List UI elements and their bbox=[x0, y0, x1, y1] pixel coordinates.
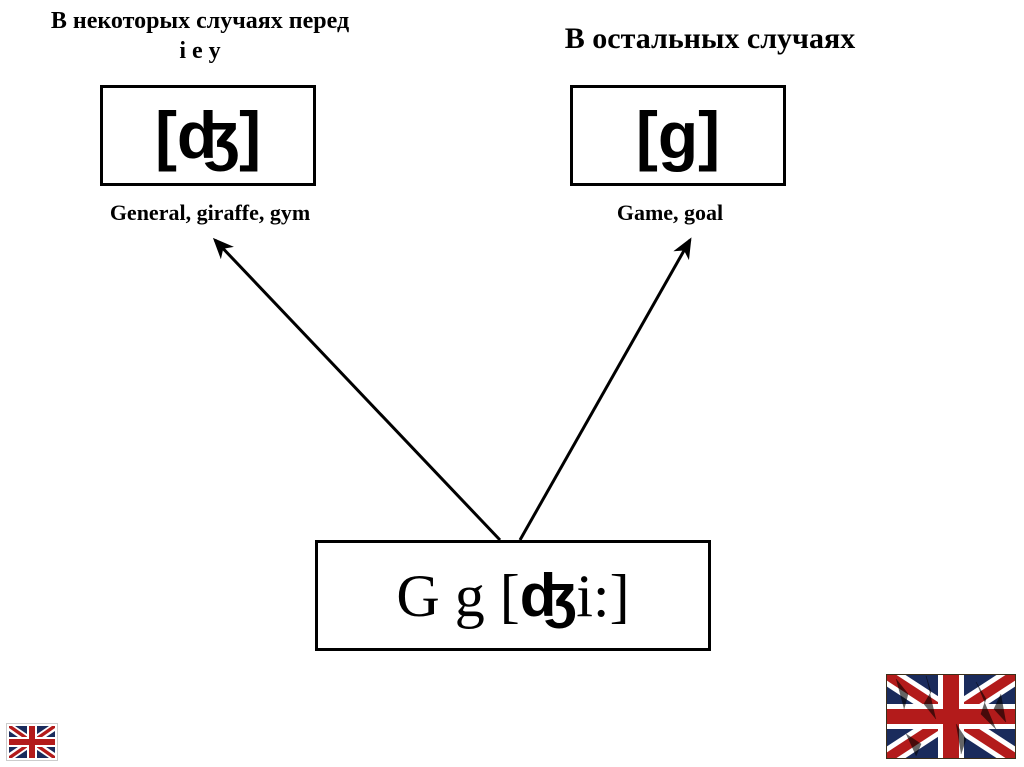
uk-flag-large bbox=[886, 674, 1016, 759]
phonetic-left-text: [ʤ] bbox=[155, 98, 261, 172]
arrow-right bbox=[520, 240, 690, 540]
heading-right-text: В остальных случаях bbox=[565, 22, 855, 55]
letter-suffix: i:] bbox=[576, 563, 629, 629]
examples-left: General, giraffe, gym bbox=[60, 200, 360, 226]
arrow-left bbox=[215, 240, 500, 540]
uk-flag-small bbox=[6, 723, 58, 761]
examples-right: Game, goal bbox=[540, 200, 800, 226]
examples-left-text: General, giraffe, gym bbox=[110, 200, 310, 225]
letter-prefix: G g [ bbox=[396, 563, 519, 629]
examples-right-text: Game, goal bbox=[617, 200, 723, 225]
heading-right: В остальных случаях bbox=[480, 22, 940, 56]
phonetic-box-left: [ʤ] bbox=[100, 85, 316, 186]
heading-left-line1: В некоторых случаях перед bbox=[51, 8, 349, 34]
heading-left: В некоторых случаях перед i e y bbox=[10, 6, 390, 66]
phonetic-box-right: [g] bbox=[570, 85, 786, 186]
heading-left-line2: i e y bbox=[179, 38, 220, 64]
letter-ipa: ʤ bbox=[520, 562, 577, 629]
phonetic-right-text: [g] bbox=[636, 98, 720, 172]
letter-box: G g [ʤi:] bbox=[315, 540, 711, 651]
